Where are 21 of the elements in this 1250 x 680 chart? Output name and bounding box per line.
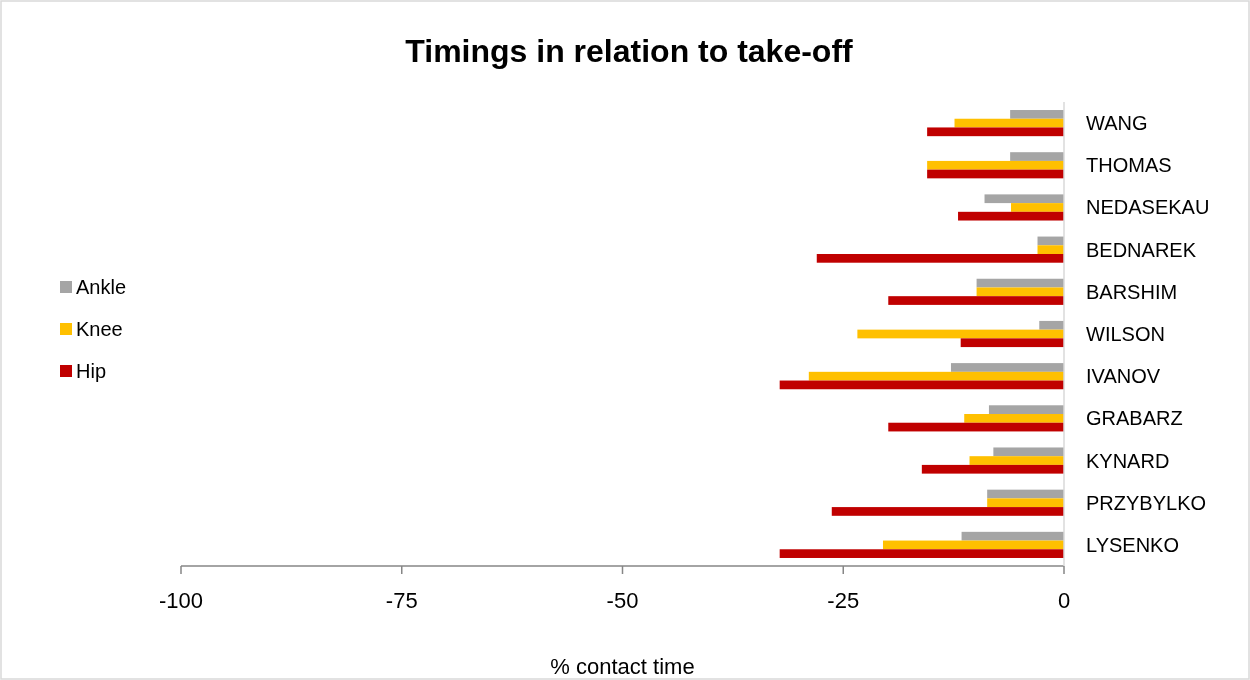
y-tick-label: WANG <box>1086 112 1148 135</box>
chart-title: Timings in relation to take-off <box>405 33 854 69</box>
x-tick-label: -100 <box>158 588 204 613</box>
y-tick-label: WILSON <box>1086 323 1165 345</box>
y-tick-label: NEDASEKAU <box>1086 196 1210 219</box>
x-tick-label: 0 <box>1057 588 1071 613</box>
legend-label: Hip <box>76 360 107 382</box>
y-tick-label: BEDNAREK <box>1086 238 1197 261</box>
legend-label: Knee <box>76 318 123 340</box>
legend-label: Ankle <box>76 276 127 298</box>
x-tick-label: -75 <box>385 588 418 613</box>
y-tick-label: BARSHIM <box>1086 280 1178 303</box>
x-axis-title: % contact time <box>550 654 695 679</box>
y-tick-label: KYNARD <box>1086 449 1170 472</box>
x-tick-label: -50 <box>606 588 639 613</box>
x-tick-label: -25 <box>827 588 860 613</box>
y-tick-label: GRABARZ <box>1086 407 1183 430</box>
y-tick-label: THOMAS <box>1086 154 1172 177</box>
y-tick-label: IVANOV <box>1086 365 1161 388</box>
y-tick-label: LYSENKO <box>1086 533 1179 556</box>
y-tick-label: PRZYBYLKO <box>1086 491 1207 514</box>
